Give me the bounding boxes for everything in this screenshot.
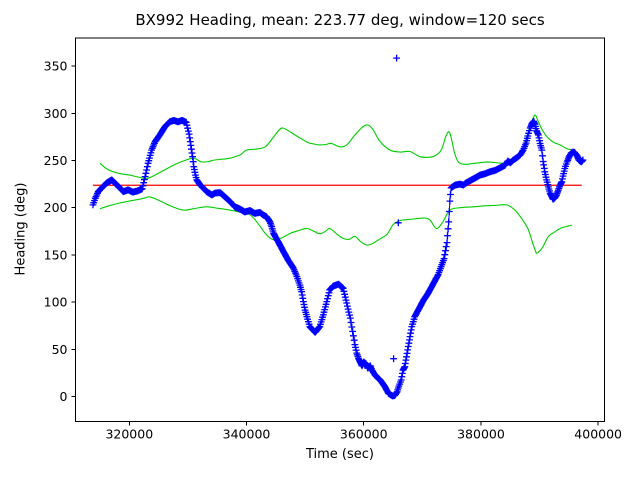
y-tick-label: 250 [44,153,68,168]
x-tick-label: 340000 [223,427,271,442]
y-tick-label: 350 [44,59,68,74]
y-tick-label: 0 [60,389,68,404]
x-tick-label: 320000 [105,427,153,442]
x-tick-label: 400000 [574,427,622,442]
y-tick-label: 300 [44,106,68,121]
y-tick-label: 200 [44,200,68,215]
chart-title: BX992 Heading, mean: 223.77 deg, window=… [135,11,545,29]
y-tick-label: 150 [44,247,68,262]
x-axis-title: Time (sec) [305,447,374,462]
lower-envelope-line [99,196,572,254]
y-tick-label: 100 [44,295,68,310]
axes-frame [75,37,605,422]
x-tick-label: 380000 [457,427,505,442]
y-tick-label: 50 [52,342,68,357]
heading-markers [89,54,587,400]
x-tick-label: 360000 [340,427,388,442]
